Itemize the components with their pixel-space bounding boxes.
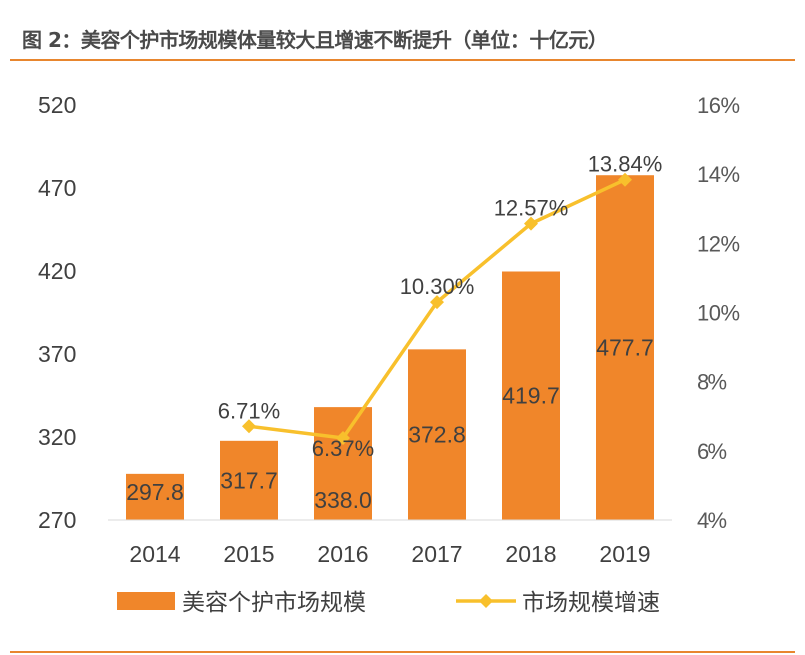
x-axis-tick: 2017: [411, 541, 462, 567]
chart-title: 图 2：美容个护市场规模体量较大且增速不断提升（单位：十亿元）: [22, 28, 608, 52]
legend-bar-label: 美容个护市场规模: [182, 589, 366, 615]
bar: [596, 175, 654, 520]
right-axis-tick: 14%: [697, 162, 740, 187]
line-data-label: 10.30%: [400, 274, 475, 299]
bar: [314, 407, 372, 520]
bar: [408, 349, 466, 520]
growth-marker: [430, 295, 444, 310]
bar-data-label: 477.7: [596, 335, 654, 361]
left-axis-tick: 470: [38, 175, 76, 201]
right-axis-tick: 8%: [697, 370, 727, 395]
x-axis-tick: 2015: [223, 541, 274, 567]
left-axis-tick: 270: [38, 507, 76, 533]
growth-marker: [524, 216, 538, 231]
bar-data-label: 317.7: [220, 467, 278, 493]
x-axis-tick: 2019: [599, 541, 650, 567]
x-axis-tick: 2016: [317, 541, 368, 567]
growth-marker: [618, 172, 632, 187]
line-data-label: 6.71%: [218, 398, 280, 423]
bar: [126, 473, 184, 520]
left-axis-tick: 520: [38, 92, 76, 118]
x-axis-tick: 2014: [129, 541, 180, 567]
legend-line-marker: [479, 594, 493, 608]
bar-data-label: 338.0: [314, 487, 372, 513]
growth-marker: [336, 431, 350, 446]
right-axis-tick: 6%: [697, 439, 727, 464]
left-axis-tick: 370: [38, 341, 76, 367]
growth-marker: [242, 419, 256, 434]
right-axis-tick: 4%: [697, 508, 727, 533]
bar: [502, 271, 560, 520]
bar-data-label: 419.7: [502, 383, 560, 409]
right-axis-tick: 16%: [697, 93, 740, 118]
line-data-label: 13.84%: [588, 152, 663, 177]
right-axis-tick: 10%: [697, 301, 740, 326]
legend-line-label: 市场规模增速: [522, 589, 660, 615]
line-data-label: 12.57%: [494, 196, 569, 221]
line-data-label: 6.37%: [312, 436, 374, 461]
legend-bar-swatch: [117, 592, 175, 610]
left-axis-tick: 420: [38, 258, 76, 284]
bar-data-label: 297.8: [126, 479, 184, 505]
right-axis-tick: 12%: [697, 231, 740, 256]
bar: [220, 440, 278, 520]
top-rule: [10, 59, 795, 61]
x-axis-tick: 2018: [505, 541, 556, 567]
bar-data-label: 372.8: [408, 422, 466, 448]
bottom-rule: [10, 651, 795, 653]
left-axis-tick: 320: [38, 424, 76, 450]
